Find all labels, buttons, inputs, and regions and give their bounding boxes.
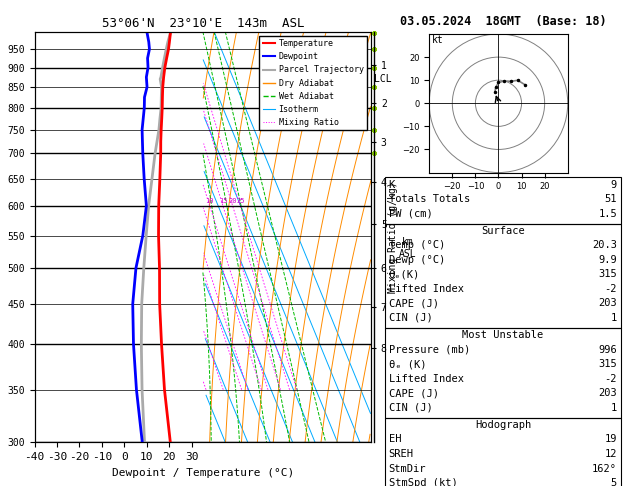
Text: Mixing Ratio (g/kg): Mixing Ratio (g/kg) [388,181,398,293]
Text: 15: 15 [219,198,227,204]
Text: CAPE (J): CAPE (J) [389,298,438,309]
Text: Surface: Surface [481,226,525,236]
Text: 10: 10 [206,198,214,204]
X-axis label: Dewpoint / Temperature (°C): Dewpoint / Temperature (°C) [112,468,294,478]
Text: CIN (J): CIN (J) [389,403,433,413]
Text: 315: 315 [598,269,617,279]
Text: 51: 51 [604,194,617,205]
Text: Temp (°C): Temp (°C) [389,240,445,250]
Text: StmSpd (kt): StmSpd (kt) [389,478,457,486]
Text: 12: 12 [604,449,617,459]
Text: 203: 203 [598,388,617,399]
Text: 03.05.2024  18GMT  (Base: 18): 03.05.2024 18GMT (Base: 18) [400,15,606,28]
Text: Totals Totals: Totals Totals [389,194,470,205]
Text: 203: 203 [598,298,617,309]
Text: -2: -2 [604,374,617,384]
Text: 1: 1 [611,403,617,413]
Text: 1: 1 [611,313,617,323]
Text: Lifted Index: Lifted Index [389,374,464,384]
Text: 20: 20 [228,198,237,204]
Text: 996: 996 [598,345,617,355]
Text: LCL: LCL [374,74,392,84]
Text: EH: EH [389,434,401,445]
Legend: Temperature, Dewpoint, Parcel Trajectory, Dry Adiabat, Wet Adiabat, Isotherm, Mi: Temperature, Dewpoint, Parcel Trajectory… [259,36,367,130]
Text: θₑ (K): θₑ (K) [389,359,426,369]
Text: 9.9: 9.9 [598,255,617,265]
Text: 1.5: 1.5 [598,209,617,219]
Text: Most Unstable: Most Unstable [462,330,543,340]
Text: kt: kt [431,35,443,45]
Text: CIN (J): CIN (J) [389,313,433,323]
Text: Pressure (mb): Pressure (mb) [389,345,470,355]
Text: Dewp (°C): Dewp (°C) [389,255,445,265]
Text: -2: -2 [604,284,617,294]
Text: 20.3: 20.3 [592,240,617,250]
Text: K: K [389,180,395,190]
Title: 53°06'N  23°10'E  143m  ASL: 53°06'N 23°10'E 143m ASL [102,17,304,31]
Text: 315: 315 [598,359,617,369]
Text: 19: 19 [604,434,617,445]
Text: SREH: SREH [389,449,414,459]
Text: PW (cm): PW (cm) [389,209,433,219]
Y-axis label: hPa: hPa [0,227,2,247]
Text: θₑ(K): θₑ(K) [389,269,420,279]
Text: Lifted Index: Lifted Index [389,284,464,294]
Text: StmDir: StmDir [389,464,426,474]
Text: CAPE (J): CAPE (J) [389,388,438,399]
Text: 25: 25 [236,198,245,204]
Text: 162°: 162° [592,464,617,474]
Y-axis label: km
ASL: km ASL [399,237,416,259]
Text: 5: 5 [611,478,617,486]
Text: Hodograph: Hodograph [475,420,531,430]
Text: 9: 9 [611,180,617,190]
